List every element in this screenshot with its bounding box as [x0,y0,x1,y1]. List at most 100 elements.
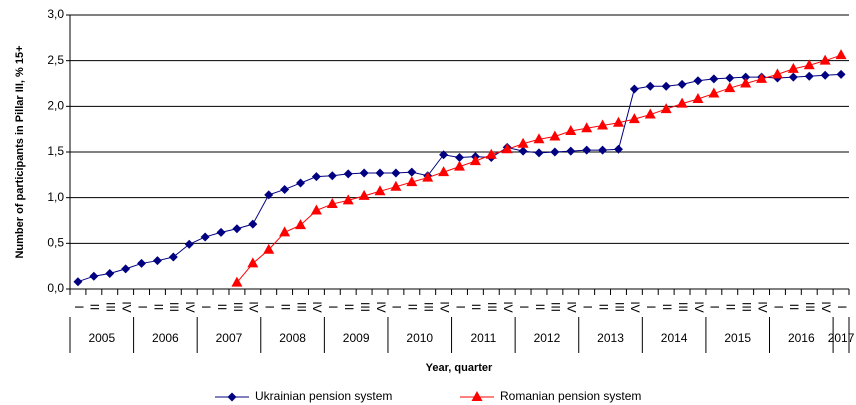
data-point [247,257,259,268]
data-point [311,172,321,182]
data-point [374,185,386,196]
data-point [582,145,592,155]
data-point [803,59,815,70]
x-tick-label: IV [565,301,579,312]
x-tick-label: IV [247,301,261,312]
x-tick-label: II [660,304,674,311]
data-point [787,62,799,73]
data-point [693,76,703,86]
series-line [236,54,842,283]
data-point [598,145,608,155]
x-tick-label: II [278,304,292,311]
x-tick-label: III [231,302,245,312]
data-point [756,72,768,83]
data-point [644,108,656,119]
x-tick-label: I [72,305,86,308]
data-point [121,264,131,274]
x-tick-label: IV [819,301,833,312]
year-label: 2017 [828,331,855,345]
x-tick-label: I [390,305,404,308]
x-tick-label: I [708,305,722,308]
data-point [200,232,210,242]
x-tick-label: I [326,305,340,308]
x-tick-label: I [135,305,149,308]
x-tick-label: II [342,304,356,311]
data-point [168,252,178,262]
data-point [358,189,370,200]
x-tick-label: III [485,302,499,312]
data-point [310,204,322,215]
year-label: 2005 [88,331,115,345]
x-tick-label: IV [501,301,515,312]
data-point [534,148,544,158]
y-tick-label: 1,0 [47,190,64,204]
data-point [375,168,385,178]
data-point [454,160,465,171]
data-point [422,171,434,182]
year-label: 2016 [788,331,815,345]
data-point [342,194,354,205]
data-point [184,239,194,249]
year-label: 2012 [534,331,561,345]
data-point [295,219,307,230]
y-tick-label: 0,5 [47,236,64,250]
x-tick-label: I [263,305,277,308]
data-point [709,74,719,84]
data-point [597,119,609,130]
x-tick-label: IV [310,301,324,312]
legend-marker [471,391,483,401]
x-tick-label: IV [628,301,642,312]
data-point [152,256,162,266]
data-point [708,87,720,98]
y-tick-label: 2,5 [47,53,64,67]
data-point [439,150,449,160]
data-point [550,147,560,157]
data-point [628,113,640,124]
data-point [741,72,751,82]
data-point [485,148,497,159]
data-point [804,71,814,81]
year-label: 2014 [661,331,688,345]
x-tick-label: II [469,304,483,311]
data-point [533,133,545,144]
y-tick-label: 2,0 [47,99,64,113]
year-label: 2010 [406,331,433,345]
x-tick-label: IV [755,301,769,312]
x-tick-label: III [358,302,372,312]
x-tick-label: IV [692,301,706,312]
data-point [326,198,338,209]
year-label: 2006 [152,331,179,345]
data-point [566,146,576,156]
x-tick-label: II [724,304,738,311]
x-tick-label: I [199,305,213,308]
data-point [264,190,274,200]
x-tick-label: II [787,304,801,311]
data-point [343,169,353,179]
x-tick-label: IV [119,301,133,312]
y-tick-label: 0,0 [47,281,64,295]
data-point [231,276,243,287]
data-point [501,143,513,154]
legend-label: Romanian pension system [500,389,641,403]
x-tick-label: III [294,302,308,312]
x-tick-label: IV [183,301,197,312]
data-point [279,226,291,237]
data-point [216,227,226,237]
x-tick-label: III [612,302,626,312]
x-tick-label: IV [374,301,388,312]
year-label: 2009 [343,331,370,345]
data-point [327,171,337,181]
x-tick-label: III [422,302,436,312]
x-tick-label: II [88,304,102,311]
data-point [469,155,481,166]
data-point [390,180,402,191]
data-point [725,73,735,83]
data-point [819,54,831,65]
year-label: 2013 [597,331,624,345]
data-point [677,79,687,89]
data-point [661,81,671,91]
data-point [438,166,450,177]
data-point [835,49,847,60]
legend-label: Ukrainian pension system [255,389,392,403]
